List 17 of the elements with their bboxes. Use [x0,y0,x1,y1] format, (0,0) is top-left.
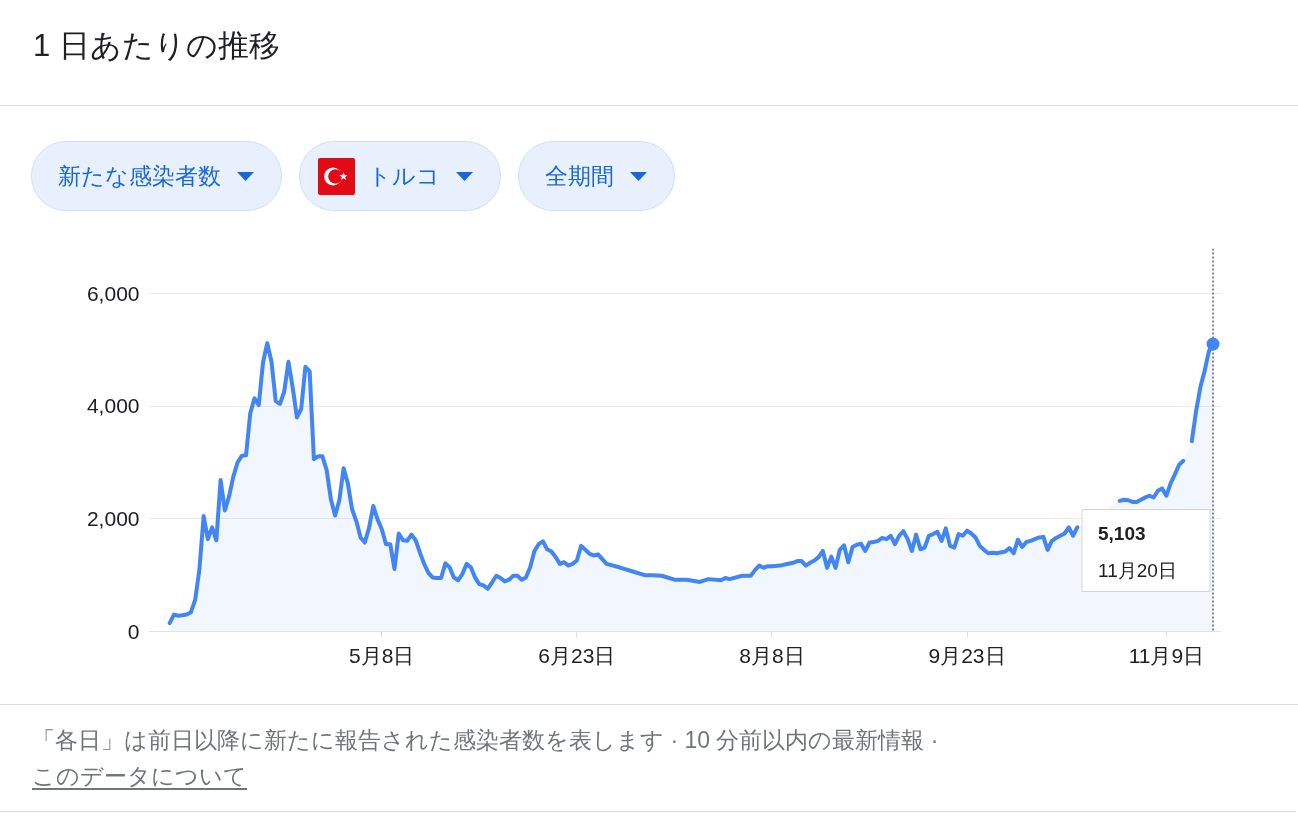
dropdown-button: 全期間 [518,141,675,211]
x-tick-label: 11月9日 [1128,643,1205,667]
dropdown-button: トルコ [299,141,501,211]
text: このデータについて [32,762,247,790]
y-tick-label: 0 [127,619,140,643]
annotation: 5,103 [1098,523,1146,544]
chart-title: 1 日あたりの推移 [33,27,280,65]
x-tick-label: 8月8日 [739,643,805,667]
dropdown-button: 新たな感染者数 [31,141,282,211]
x-tick-label: 9月23日 [928,643,1006,667]
y-tick-label: 2,000 [86,506,140,530]
y-tick-label: 6,000 [86,281,140,305]
x-tick-label: 5月8日 [349,643,415,667]
annotation: 11月20日 [1098,560,1177,581]
text: 「各日」は前日以降に新たに報告された感染者数を表します · 10 分前以内の最新情報 · [32,726,939,754]
y-tick-label: 4,000 [86,394,140,418]
x-tick-label: 6月23日 [538,643,616,667]
